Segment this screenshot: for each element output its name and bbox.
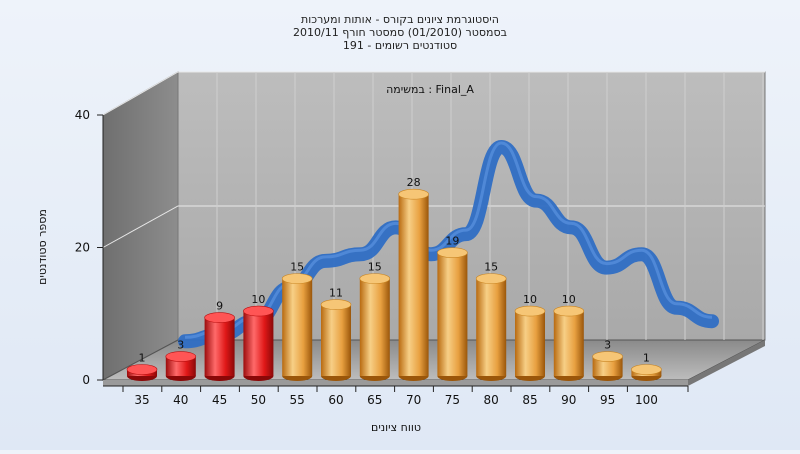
x-tick-label: 55 [290, 393, 305, 407]
bar-body [398, 194, 429, 376]
bar-body [553, 311, 584, 376]
bar-body [359, 278, 390, 376]
bar-value-label: 15 [368, 261, 382, 274]
bar-body [282, 278, 313, 376]
chart-title-line-2: בסמסטר (01/2010) סמסטר חורף 2010/11 [293, 26, 507, 39]
bar-80: 15 [475, 261, 507, 381]
x-tick-label: 65 [367, 393, 382, 407]
y-tick-label: 40 [75, 108, 90, 122]
bar-body [592, 356, 623, 376]
smoothed-distribution-curve [178, 139, 719, 349]
curve-highlight [184, 141, 713, 339]
bar-top [398, 188, 429, 200]
bar-value-label: 3 [177, 339, 184, 352]
bar-55: 15 [281, 261, 313, 381]
bar-top [514, 305, 546, 317]
chart-annotation: Final_A : במשימה [386, 83, 474, 96]
chart-floor [102, 339, 766, 381]
bar-top [475, 273, 507, 284]
x-tick-label: 90 [561, 393, 576, 407]
bar-top [281, 273, 313, 284]
x-tick-label: 95 [600, 393, 615, 407]
bar-value-label: 28 [407, 176, 421, 189]
curve-ribbon [178, 139, 719, 349]
bar-95: 3 [592, 339, 623, 381]
x-tick-label: 80 [484, 393, 499, 407]
bar-body [204, 317, 235, 376]
y-axis-label: מספר סטודנטים [36, 209, 49, 285]
chart-title-line-1: היסטוגרמת ציונים בקורס - אותות ומערכות [301, 13, 499, 26]
bar-85: 10 [514, 293, 546, 381]
bar-value-label: 15 [484, 261, 498, 274]
bar-body [515, 311, 545, 376]
bar-value-label: 10 [523, 293, 537, 306]
bar-body [476, 278, 507, 376]
bar-top [243, 305, 274, 317]
axes: 0 20 40 35 40 45 50 55 60 65 70 75 80 85 90 95 100 [75, 108, 689, 407]
bar-top [437, 247, 468, 258]
x-tick-label: 50 [251, 393, 266, 407]
bar-value-label: 10 [251, 293, 265, 306]
bar-top [592, 351, 623, 362]
bar-40: 3 [165, 339, 197, 381]
bar-top [320, 299, 352, 310]
y-tick-label: 20 [75, 241, 90, 255]
x-tick-label: 35 [134, 393, 149, 407]
bar-90: 10 [553, 293, 585, 381]
bar-value-label: 10 [562, 293, 576, 306]
bar-body [321, 304, 351, 376]
bar-top [359, 273, 391, 284]
x-tick-label: 70 [406, 393, 421, 407]
x-tick-label: 75 [445, 393, 460, 407]
bar-70: 28 [398, 176, 429, 381]
x-tick-label: 45 [212, 393, 227, 407]
bar-value-label: 15 [290, 261, 304, 274]
gridline-horizontal [102, 71, 765, 116]
bar-65: 15 [359, 261, 391, 381]
chart-left-wall [102, 71, 179, 381]
bar-60: 11 [320, 287, 352, 381]
x-axis-label: טווח ציונים [371, 421, 421, 434]
bar-35: 1 [126, 352, 158, 381]
bar-value-label: 19 [445, 235, 459, 248]
bar-45: 9 [204, 300, 235, 381]
bar-75: 19 [437, 235, 468, 381]
chart-floor-edge [103, 380, 688, 386]
bars: 1 3 9 10 15 11 15 28 19 15 10 10 3 1 [126, 176, 662, 381]
bar-body [437, 252, 468, 376]
gridline-horizontal [102, 205, 765, 248]
bar-value-label: 3 [604, 339, 611, 352]
bar-top [204, 312, 235, 323]
bar-top [126, 364, 158, 375]
x-tick-label: 60 [328, 393, 343, 407]
x-tick-label: 40 [173, 393, 188, 407]
x-tick-label: 85 [522, 393, 537, 407]
chart-floor-side [688, 340, 765, 386]
bar-body [165, 356, 196, 376]
bar-top [165, 351, 197, 362]
chart-title-line-3: סטודנטים רשומים - 191 [343, 39, 457, 52]
bar-value-label: 1 [643, 352, 650, 365]
bar-top [553, 305, 585, 317]
x-tick-label: 100 [635, 393, 658, 407]
y-tick-label: 0 [82, 373, 90, 387]
bar-body [243, 311, 274, 376]
bar-50: 10 [243, 293, 274, 381]
bar-value-label: 11 [329, 287, 343, 300]
bar-100: 1 [631, 352, 662, 381]
bar-value-label: 1 [139, 352, 146, 365]
bar-top [631, 364, 662, 375]
bar-value-label: 9 [216, 300, 223, 313]
